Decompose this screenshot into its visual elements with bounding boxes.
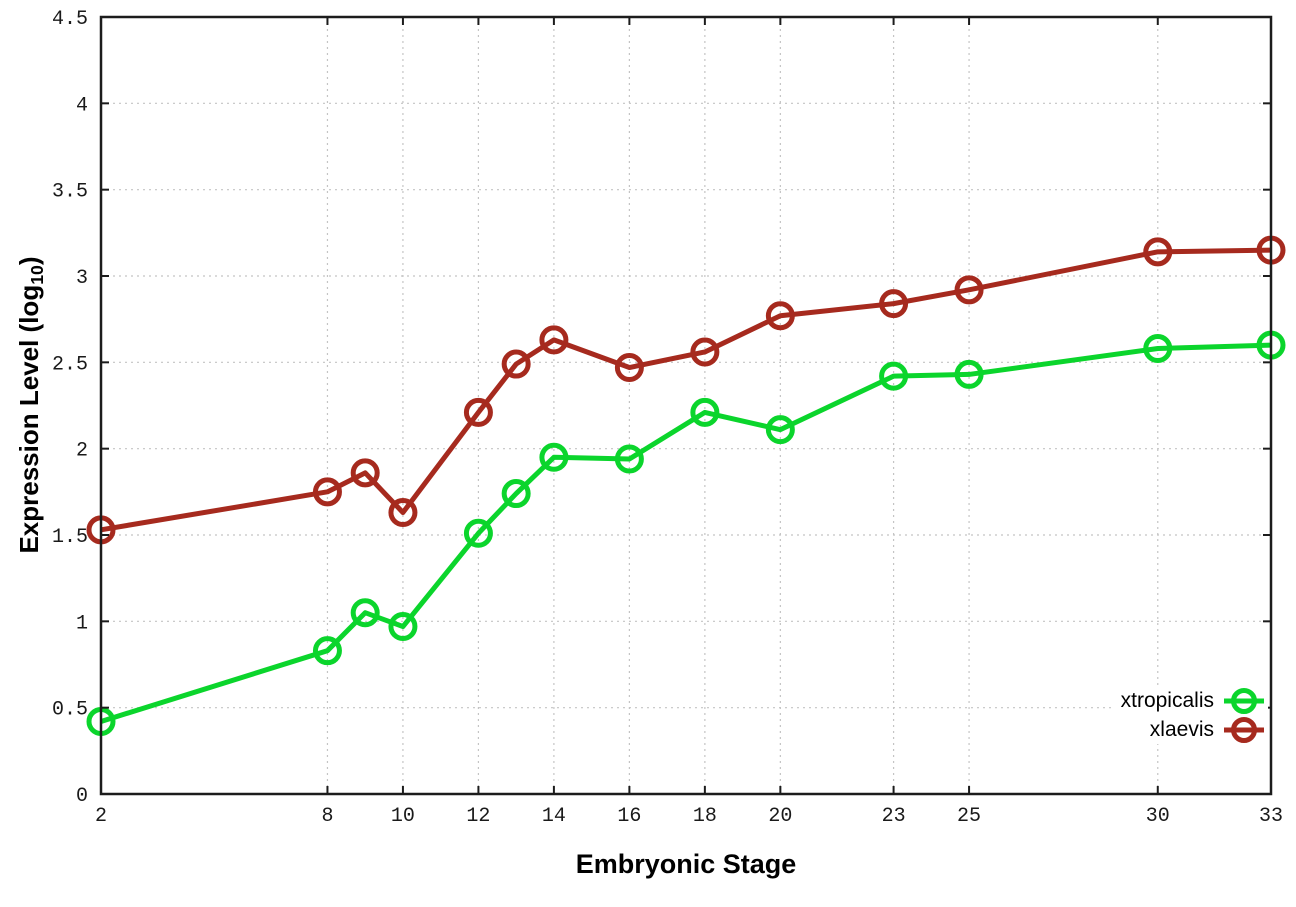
x-tick-label: 30	[1146, 805, 1170, 828]
data-point-xlaevis	[350, 458, 380, 488]
x-tick-label: 8	[321, 805, 333, 828]
x-tick-label: 23	[882, 805, 906, 828]
data-point-xtropicalis	[879, 361, 909, 391]
data-point-xtropicalis	[690, 397, 720, 427]
data-point-xlaevis	[765, 301, 795, 331]
y-tick-label: 0.5	[52, 699, 88, 722]
data-point-xtropicalis	[312, 636, 342, 666]
x-tick-label: 12	[466, 805, 490, 828]
data-point-xlaevis	[501, 349, 531, 379]
plot-border	[99, 15, 1273, 796]
data-point-xtropicalis	[614, 444, 644, 474]
data-point-xlaevis	[614, 353, 644, 383]
data-point-xlaevis	[879, 289, 909, 319]
y-tick-label: 4	[76, 94, 88, 117]
legend-marker-icon	[1224, 687, 1264, 714]
data-point-xtropicalis	[350, 598, 380, 628]
y-tick-label: 1	[76, 612, 88, 635]
series-line-xlaevis	[100, 247, 1272, 533]
data-point-xlaevis	[1143, 237, 1173, 267]
legend-item-xlaevis: xlaevis	[1121, 715, 1264, 744]
y-tick-label: 0	[76, 785, 88, 808]
data-point-xlaevis	[388, 498, 418, 528]
y-tick-label: 2	[76, 440, 88, 463]
data-point-xlaevis	[312, 477, 342, 507]
x-tick-label: 10	[391, 805, 415, 828]
y-axis-title: Expression Level (log10)	[14, 256, 48, 553]
x-axis-title: Embryonic Stage	[575, 849, 797, 879]
y-tick-label: 4.5	[52, 8, 88, 31]
data-point-xtropicalis	[539, 442, 569, 472]
x-tick-label: 2	[95, 805, 107, 828]
y-tick-label: 3.5	[52, 181, 88, 204]
x-tick-label: 16	[617, 805, 641, 828]
series-line-xtropicalis	[100, 342, 1272, 724]
x-tick-label: 25	[957, 805, 981, 828]
data-point-xtropicalis	[1143, 334, 1173, 364]
x-tick-label: 20	[768, 805, 792, 828]
legend-marker-icon	[1224, 716, 1264, 743]
legend-label: xlaevis	[1149, 717, 1214, 741]
legend-item-xtropicalis: xtropicalis	[1121, 686, 1264, 715]
data-point-xtropicalis	[501, 479, 531, 509]
y-axis-title-close: )	[13, 256, 44, 266]
y-tick-label: 3	[76, 267, 88, 290]
y-tick-label: 2.5	[52, 353, 88, 376]
data-point-xtropicalis	[463, 518, 493, 548]
data-point-xtropicalis	[765, 415, 795, 445]
x-tick-label: 14	[542, 805, 566, 828]
data-point-xtropicalis	[388, 612, 418, 642]
data-point-xlaevis	[463, 397, 493, 427]
x-tick-label: 33	[1259, 805, 1283, 828]
data-point-xlaevis	[690, 337, 720, 367]
y-axis-title-text: Expression Level (log	[13, 284, 44, 554]
y-axis-title-subscript: 10	[27, 265, 48, 285]
legend-label: xtropicalis	[1120, 688, 1214, 712]
y-tick-label: 1.5	[52, 526, 88, 549]
x-tick-label: 18	[693, 805, 717, 828]
legend: xtropicalis xlaevis	[1110, 686, 1268, 744]
data-point-xlaevis	[539, 325, 569, 355]
data-point-xlaevis	[954, 275, 984, 305]
data-point-xtropicalis	[954, 359, 984, 389]
